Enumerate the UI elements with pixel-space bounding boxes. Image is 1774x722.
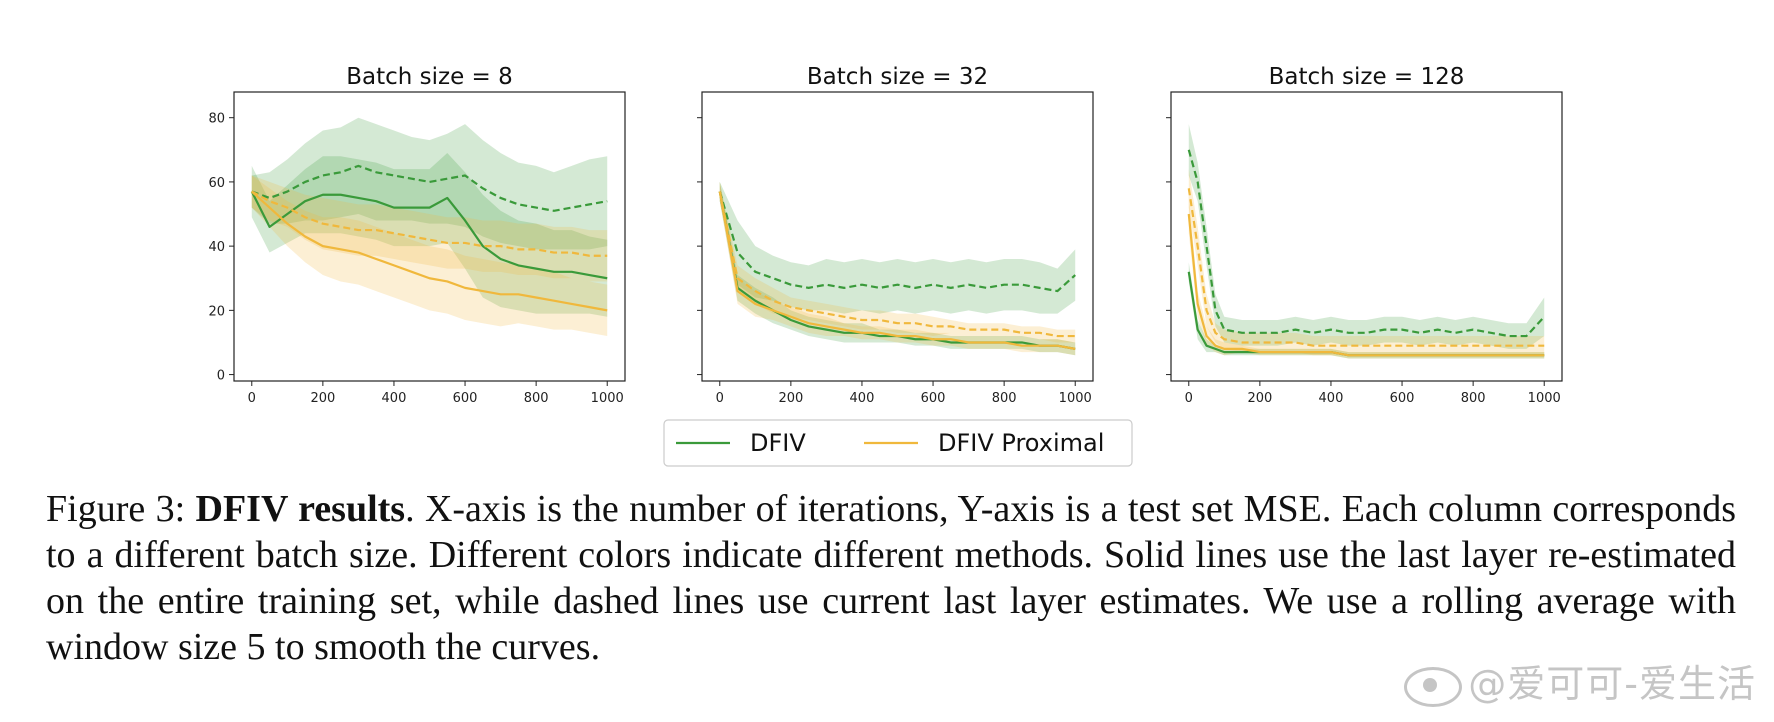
panel-1-line-3 [251, 190, 608, 312]
panel-2-line-3 [718, 191, 1076, 350]
legend-label-1: DFIV [750, 429, 806, 457]
panel-1-band-3 [251, 175, 608, 337]
panel-2-xtick-label-400: 400 [850, 391, 875, 406]
panel-2-xtick-label-1000: 1000 [1059, 391, 1092, 406]
watermark: @爱可可-爱生活 [1404, 653, 1756, 708]
panel-3-line-3 [1187, 213, 1545, 357]
panel-2-title: Batch size = 32 [807, 64, 988, 90]
panel-2-xtick-label-800: 800 [992, 391, 1017, 406]
panel-1-xtick-label-0: 0 [248, 391, 256, 406]
panel-1-xtick-label-1000: 1000 [591, 391, 624, 406]
caption-text: . X-axis is the number of iterations, Y-… [46, 488, 1736, 668]
figure-panels: Batch size = 80 200 400 600 800 1000020406080… [208, 64, 1563, 467]
figure-caption: Figure 3: DFIV results. X-axis is the nu… [46, 486, 1736, 670]
caption-bold: DFIV results [195, 488, 406, 530]
panel-2-line-2 [718, 191, 1076, 293]
panel-3-xtick-label-400: 400 [1319, 391, 1344, 406]
panel-1-frame [233, 91, 626, 382]
panel-2-line-4 [718, 191, 1076, 338]
panel-1-xtick-label-200: 200 [310, 391, 335, 406]
panel-1-band-4 [251, 175, 608, 282]
panel-2-xtick-label-200: 200 [778, 391, 803, 406]
panel-3-title: Batch size = 128 [1269, 64, 1465, 90]
watermark-text: @爱可可-爱生活 [1468, 662, 1756, 706]
panel-3-xtick-label-1000: 1000 [1528, 391, 1561, 406]
weibo-eye-icon [1404, 666, 1463, 707]
panel-1-xtick-label-600: 600 [453, 391, 478, 406]
caption-label: Figure 3: [46, 488, 196, 530]
panel-2-band-2 [719, 181, 1076, 314]
panel-2-band-4 [719, 181, 1076, 343]
legend-label-2: DFIV Proximal [938, 429, 1104, 457]
panel-3-line-4 [1187, 188, 1545, 347]
panel-1-ytick-label-20: 20 [208, 304, 225, 319]
panel-3-xtick-label-800: 800 [1461, 391, 1486, 406]
panel-3-frame [1170, 91, 1563, 382]
panel-3-band-4 [1188, 169, 1545, 356]
panel-1-title: Batch size = 8 [346, 64, 513, 90]
panel-1-line-2 [251, 164, 608, 212]
panel-2-xtick-label-600: 600 [921, 391, 946, 406]
panel-1-ytick-label-0: 0 [217, 369, 225, 384]
panel-3-xtick-label-600: 600 [1390, 391, 1415, 406]
panel-1-ytick-label-40: 40 [208, 240, 225, 255]
panel-3-xtick-label-200: 200 [1247, 391, 1272, 406]
panel-2-xtick-label-0: 0 [716, 391, 724, 406]
panel-3-band-2 [1188, 124, 1545, 349]
panel-1-band-2 [251, 117, 608, 250]
panel-1-line-1 [250, 191, 608, 280]
panel-1-ytick-label-80: 80 [208, 112, 225, 127]
panel-2-frame [701, 91, 1094, 382]
panel-1-ytick-label-60: 60 [208, 176, 225, 191]
panel-3-xtick-label-0: 0 [1185, 391, 1193, 406]
panel-1-xtick-label-800: 800 [524, 391, 549, 406]
panel-3-line-2 [1187, 149, 1546, 338]
panel-1-xtick-label-400: 400 [382, 391, 407, 406]
